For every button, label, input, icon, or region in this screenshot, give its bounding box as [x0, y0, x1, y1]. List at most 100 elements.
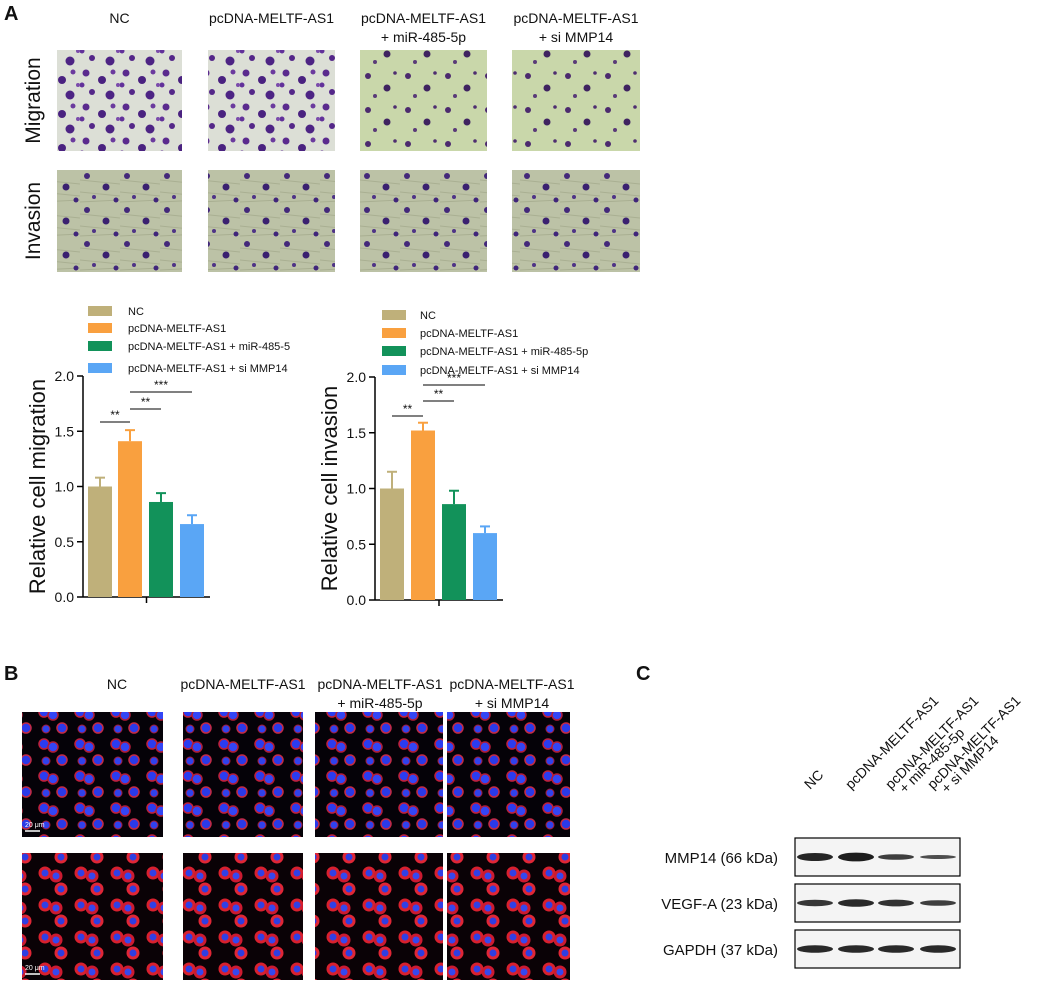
- micrograph: [512, 170, 640, 272]
- significance-label: **: [141, 395, 151, 409]
- legend-label: pcDNA-MELTF-AS1 + si MMP14: [420, 365, 580, 377]
- y-tick-label: 0.5: [347, 536, 367, 552]
- column-header: + si MMP14: [539, 29, 614, 45]
- column-header: + miR-485-5p: [381, 29, 466, 45]
- legend-swatch: [88, 341, 112, 351]
- column-header: pcDNA-MELTF-AS1: [181, 676, 306, 692]
- legend-swatch: [88, 323, 112, 333]
- legend-label: pcDNA-MELTF-AS1: [128, 323, 226, 335]
- micrograph: [512, 50, 640, 151]
- legend-swatch: [382, 365, 406, 375]
- fluorescence-image: [315, 853, 443, 980]
- bar: [118, 441, 142, 597]
- micrograph: [360, 170, 487, 272]
- column-header: + miR-485-5p: [337, 695, 422, 711]
- significance-label: **: [434, 387, 444, 401]
- bar: [442, 504, 466, 600]
- micrograph: [360, 50, 487, 151]
- y-tick-label: 1.0: [55, 479, 75, 495]
- micrograph: [57, 170, 182, 272]
- error-bar: [156, 492, 166, 502]
- legend-label: NC: [128, 306, 144, 318]
- blot-row-label: GAPDH (37 kDa): [663, 942, 778, 959]
- blot-band: [797, 945, 833, 953]
- micrograph: [57, 50, 182, 151]
- y-tick-label: 0.5: [55, 534, 75, 550]
- y-tick-label: 1.0: [347, 481, 367, 497]
- fluorescence-image: [22, 712, 163, 837]
- bar: [380, 488, 404, 600]
- y-tick-label: 2.0: [55, 368, 75, 384]
- bar: [411, 430, 435, 600]
- row-label: Invasion: [22, 182, 45, 260]
- blot-band: [838, 945, 874, 953]
- legend-swatch: [88, 363, 112, 373]
- significance-label: ***: [154, 378, 168, 392]
- legend-label: pcDNA-MELTF-AS1 + si MMP14: [128, 363, 288, 375]
- error-bar: [95, 476, 105, 487]
- column-header: pcDNA-MELTF-AS1: [318, 676, 443, 692]
- column-header: pcDNA-MELTF-AS1: [514, 10, 639, 26]
- blot-row-label: MMP14 (66 kDa): [665, 850, 778, 867]
- blot-band: [920, 945, 956, 953]
- y-tick-label: 0.0: [55, 589, 75, 605]
- legend-swatch: [382, 346, 406, 356]
- significance-label: **: [403, 402, 413, 416]
- error-bar: [449, 489, 459, 505]
- blot-band: [797, 899, 833, 907]
- blot-band: [920, 855, 956, 859]
- blot-band: [838, 899, 874, 907]
- fluorescence-image: [447, 853, 570, 980]
- error-bar: [418, 421, 428, 431]
- panel-label: B: [4, 663, 18, 685]
- legend-swatch: [382, 328, 406, 338]
- blot-band: [920, 900, 956, 906]
- column-header: pcDNA-MELTF-AS1: [450, 676, 575, 692]
- legend-label: NC: [420, 310, 436, 322]
- scale-bar-label: 20 μm: [25, 965, 45, 972]
- blot-band: [878, 945, 914, 953]
- bar: [180, 524, 204, 597]
- bar: [473, 533, 497, 600]
- legend-label: pcDNA-MELTF-AS1: [420, 328, 518, 340]
- legend-swatch: [88, 306, 112, 316]
- column-header: pcDNA-MELTF-AS1: [361, 10, 486, 26]
- fluorescence-image: [183, 712, 303, 837]
- error-bar: [387, 470, 397, 489]
- error-bar: [187, 514, 197, 525]
- y-axis-label: Relative cell migration: [25, 379, 50, 594]
- legend-swatch: [382, 310, 406, 320]
- blot-band: [838, 852, 874, 862]
- bar: [88, 486, 112, 597]
- legend-label: pcDNA-MELTF-AS1 + miR-485-5p: [420, 346, 588, 358]
- micrograph: [208, 170, 335, 272]
- blot-band: [878, 854, 914, 860]
- blot-row-label: VEGF-A (23 kDa): [661, 896, 778, 913]
- bar: [149, 501, 173, 597]
- significance-label: **: [110, 408, 120, 422]
- column-header: NC: [107, 676, 127, 692]
- legend-label: pcDNA-MELTF-AS1 + miR-485-5: [128, 341, 290, 353]
- fluorescence-image: [315, 712, 443, 837]
- column-header: pcDNA-MELTF-AS1: [209, 10, 334, 26]
- significance-label: ***: [447, 371, 461, 385]
- blot-band: [797, 853, 833, 861]
- column-header: NC: [109, 10, 129, 26]
- column-header: + si MMP14: [475, 695, 550, 711]
- error-bar: [125, 429, 135, 442]
- lane-label: NC: [801, 766, 827, 792]
- error-bar: [480, 525, 490, 534]
- fluorescence-image: [22, 853, 163, 980]
- micrograph: [208, 50, 335, 151]
- scale-bar-label: 20 μm: [25, 822, 45, 829]
- row-label: Migration: [22, 57, 45, 143]
- panel-label: C: [636, 663, 650, 685]
- fluorescence-image: [447, 712, 570, 837]
- y-tick-label: 1.5: [55, 423, 75, 439]
- y-tick-label: 2.0: [347, 369, 367, 385]
- blot-band: [878, 899, 914, 907]
- fluorescence-image: [183, 853, 303, 980]
- y-tick-label: 0.0: [347, 592, 367, 608]
- y-axis-label: Relative cell invasion: [317, 386, 342, 591]
